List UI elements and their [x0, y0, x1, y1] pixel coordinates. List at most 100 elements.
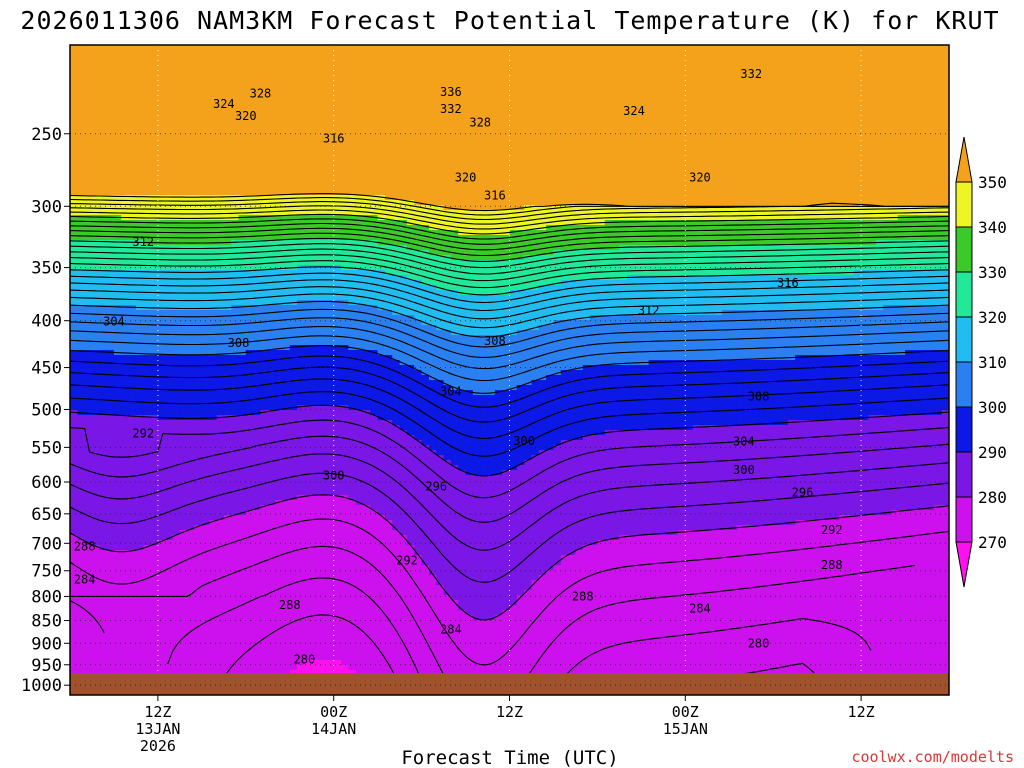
field-cell	[267, 195, 276, 201]
field-cell	[209, 495, 218, 501]
field-cell	[91, 70, 100, 76]
field-cell	[260, 630, 269, 636]
field-cell	[201, 360, 210, 366]
field-cell	[304, 405, 313, 411]
field-cell	[143, 90, 152, 96]
field-cell	[231, 430, 240, 436]
field-cell	[319, 185, 327, 191]
field-cell	[135, 405, 144, 411]
field-cell	[172, 55, 181, 61]
field-cell	[311, 95, 320, 101]
field-cell	[84, 365, 93, 371]
field-cell	[267, 150, 276, 156]
field-cell	[165, 95, 174, 101]
field-cell	[84, 490, 93, 496]
field-cell	[289, 185, 298, 191]
field-cell	[165, 480, 174, 486]
field-cell	[99, 200, 108, 206]
field-cell	[70, 640, 78, 646]
field-cell	[99, 110, 108, 116]
field-cell	[260, 660, 269, 666]
field-cell	[267, 330, 276, 336]
field-cell	[143, 545, 152, 551]
field-cell	[216, 370, 225, 376]
field-cell	[304, 480, 313, 486]
field-cell	[172, 135, 181, 141]
field-cell	[150, 370, 159, 376]
field-cell	[194, 415, 203, 421]
field-cell	[187, 435, 196, 441]
field-cell	[297, 65, 305, 71]
field-cell	[70, 520, 78, 526]
field-cell	[113, 125, 122, 131]
field-cell	[260, 500, 269, 506]
field-cell	[165, 50, 174, 56]
field-cell	[260, 615, 269, 621]
field-cell	[143, 395, 152, 401]
field-cell	[143, 255, 152, 261]
field-cell	[194, 285, 203, 291]
field-cell	[113, 70, 122, 76]
field-cell	[135, 655, 144, 661]
field-cell	[91, 605, 100, 611]
field-cell	[84, 480, 93, 486]
field-cell	[260, 465, 269, 471]
field-cell	[70, 270, 78, 276]
field-cell	[260, 185, 269, 191]
field-cell	[267, 620, 276, 626]
field-cell	[282, 560, 291, 566]
field-cell	[326, 545, 335, 551]
field-cell	[260, 665, 269, 671]
field-cell	[209, 115, 218, 121]
field-cell	[348, 100, 357, 106]
field-cell	[99, 145, 108, 151]
field-cell	[253, 335, 262, 341]
field-cell	[245, 340, 254, 346]
field-cell	[194, 505, 203, 511]
field-cell	[91, 335, 100, 341]
field-cell	[143, 180, 152, 186]
field-cell	[70, 70, 78, 76]
field-cell	[333, 655, 342, 661]
field-cell	[128, 670, 137, 676]
field-cell	[326, 235, 335, 241]
field-cell	[121, 335, 130, 341]
field-cell	[91, 340, 100, 346]
field-cell	[70, 95, 78, 101]
field-cell	[99, 430, 108, 436]
field-cell	[253, 520, 262, 526]
field-cell	[187, 640, 196, 646]
field-cell	[223, 360, 232, 366]
field-cell	[275, 400, 284, 406]
field-cell	[128, 125, 137, 131]
field-cell	[209, 210, 218, 216]
field-cell	[201, 635, 210, 641]
field-cell	[165, 385, 174, 391]
field-cell	[157, 55, 166, 61]
field-cell	[348, 175, 357, 181]
field-cell	[275, 560, 284, 566]
field-cell	[77, 385, 86, 391]
field-cell	[143, 660, 152, 666]
field-cell	[238, 545, 247, 551]
field-cell	[260, 170, 269, 176]
field-cell	[209, 140, 218, 146]
field-cell	[84, 290, 93, 296]
field-cell	[70, 615, 78, 621]
field-cell	[304, 50, 313, 56]
field-cell	[282, 70, 291, 76]
field-cell	[209, 625, 218, 631]
field-cell	[113, 115, 122, 121]
field-cell	[260, 595, 269, 601]
field-cell	[238, 315, 247, 321]
field-cell	[84, 635, 93, 641]
field-cell	[238, 660, 247, 666]
field-cell	[289, 385, 298, 391]
field-cell	[333, 600, 342, 606]
field-cell	[157, 195, 166, 201]
field-cell	[267, 300, 276, 306]
field-cell	[179, 325, 188, 331]
field-cell	[121, 125, 130, 131]
field-cell	[165, 270, 174, 276]
field-cell	[128, 400, 137, 406]
